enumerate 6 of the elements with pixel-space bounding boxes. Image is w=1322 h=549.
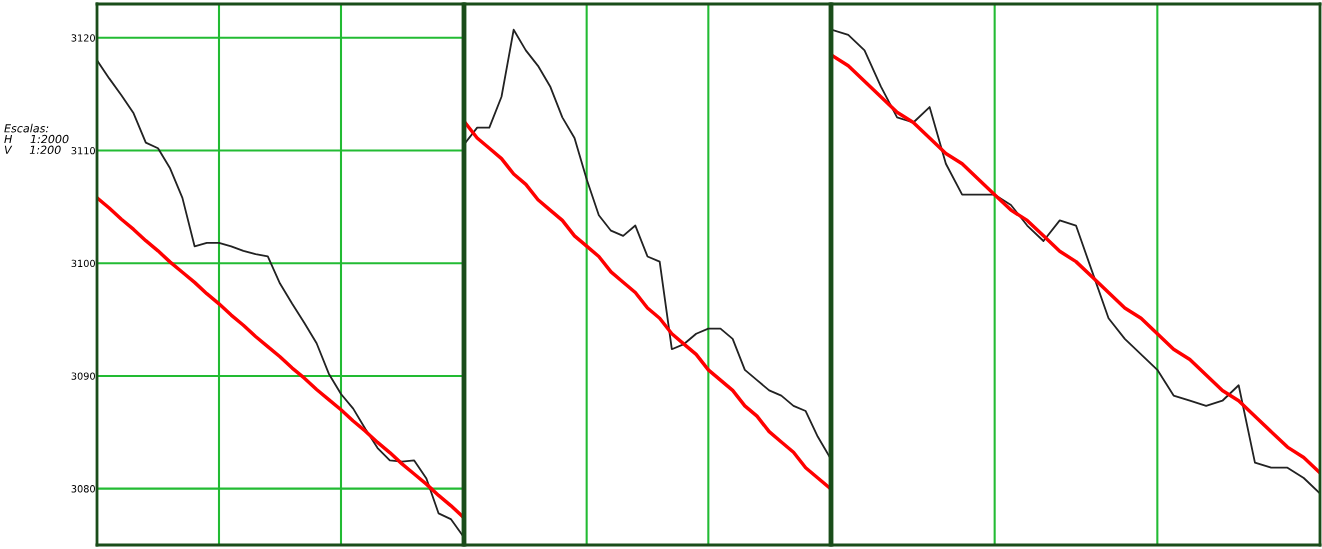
y-tick-label: 3100 <box>71 259 95 268</box>
y-tick-label: 3080 <box>71 485 95 493</box>
y-tick-label: 3090 <box>71 372 95 380</box>
text: Escalas: H 1:2000 V 1:200 <box>4 123 69 154</box>
y-tick-label: 3120 <box>71 34 95 42</box>
y-tick-label: 3110 <box>71 147 95 155</box>
